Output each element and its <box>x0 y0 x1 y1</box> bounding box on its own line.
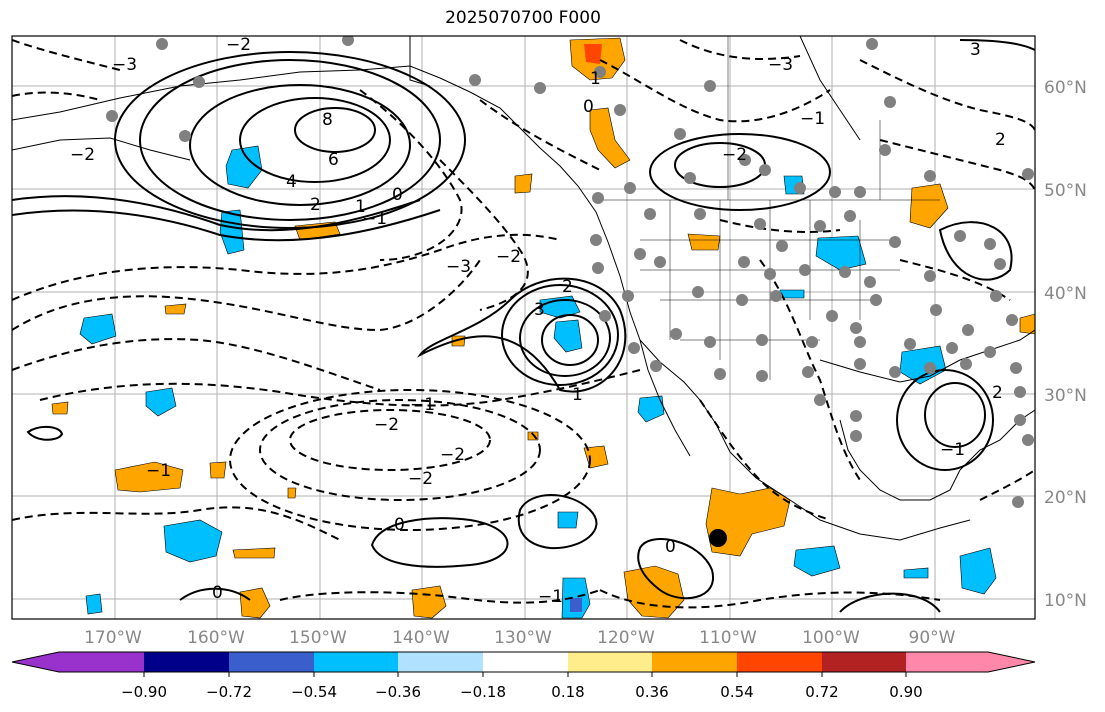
contours-positive <box>12 39 1035 613</box>
contour-label: −2 <box>226 35 251 55</box>
lon-label: 130°W <box>494 628 552 648</box>
strong-positive-patch <box>584 44 602 64</box>
contour-label: 3 <box>534 300 545 320</box>
contour-label: 1 <box>355 197 366 217</box>
lon-label: 120°W <box>597 628 655 648</box>
contour-label: −3 <box>768 55 793 75</box>
colorbar-tick-label: −0.72 <box>206 683 252 701</box>
colorbar: −0.90 −0.72 −0.54 −0.36 −0.18 0.18 0.36 … <box>11 651 1036 701</box>
contour-label: 0 <box>665 537 676 557</box>
negative-anomaly-patches <box>79 145 997 619</box>
contour-label: 0 <box>392 185 403 205</box>
contour-label: −1 <box>146 461 171 481</box>
contours-negative <box>12 39 1035 609</box>
storm-center-marker <box>709 529 727 547</box>
state-borders <box>600 36 940 380</box>
lat-label: 10°N <box>1044 591 1087 611</box>
contour-label: 8 <box>322 110 333 130</box>
colorbar-tick-label: 0.18 <box>551 683 584 701</box>
colorbar-tick-label: 0.36 <box>635 683 668 701</box>
lat-label: 20°N <box>1044 488 1087 508</box>
contour-label: 4 <box>286 172 297 192</box>
longitude-labels: 170°W 160°W 150°W 140°W 130°W 120°W 110°… <box>84 628 956 648</box>
colorbar-segment <box>59 652 144 672</box>
colorbar-tick-label: −0.90 <box>121 683 167 701</box>
contour-label: 2 <box>992 383 1003 403</box>
colorbar-segment <box>652 652 737 672</box>
contour-label: 1 <box>572 385 583 405</box>
contour-label: −2 <box>70 145 95 165</box>
colorbar-segment <box>12 652 59 672</box>
colorbar-segment <box>314 652 398 672</box>
lat-label: 40°N <box>1044 284 1087 304</box>
contour-label: −1 <box>800 109 825 129</box>
colorbar-ticks <box>143 672 907 677</box>
lon-label: 110°W <box>699 628 757 648</box>
contour-label: 2 <box>562 277 573 297</box>
lat-label: 60°N <box>1044 78 1087 98</box>
colorbar-segment <box>144 652 229 672</box>
contour-label: −2 <box>440 445 465 465</box>
contour-label: −2 <box>722 145 747 165</box>
colorbar-tick-label: 0.72 <box>805 683 838 701</box>
colorbar-tick-label: 0.90 <box>889 683 922 701</box>
colorbar-segment <box>483 652 568 672</box>
lat-label: 50°N <box>1044 181 1087 201</box>
contour-label: −2 <box>408 469 433 489</box>
map-title: 2025070700 F000 <box>445 8 601 28</box>
colorbar-segment <box>822 652 906 672</box>
lon-label: 150°W <box>289 628 347 648</box>
contour-label: −3 <box>112 55 137 75</box>
contour-label: 0 <box>212 583 223 603</box>
lon-label: 100°W <box>802 628 860 648</box>
latitude-labels: 60°N 50°N 40°N 30°N 20°N 10°N <box>1044 78 1087 611</box>
lon-label: 140°W <box>392 628 450 648</box>
contour-label: −3 <box>446 257 471 277</box>
lon-label: 170°W <box>84 628 142 648</box>
contour-label: 1 <box>590 69 601 89</box>
colorbar-segment <box>229 652 314 672</box>
contour-label: −1 <box>538 587 563 607</box>
contour-label: 2 <box>310 195 321 215</box>
contour-label: 3 <box>970 40 981 60</box>
contour-label: −1 <box>362 209 387 229</box>
lat-label: 30°N <box>1044 386 1087 406</box>
lon-label: 90°W <box>909 628 956 648</box>
contour-label: −1 <box>410 395 435 415</box>
colorbar-tick-label: −0.54 <box>291 683 337 701</box>
contour-label: −2 <box>496 247 521 267</box>
contour-label: −1 <box>940 440 965 460</box>
station-markers <box>106 36 1034 508</box>
map-frame <box>11 35 1036 620</box>
contour-label: 2 <box>995 130 1006 150</box>
colorbar-tick-label: 0.54 <box>720 683 753 701</box>
contour-labels: 8 6 4 2 1 0 −1 −2 −3 −1 −2 2 3 1 −2 −2 −… <box>70 35 1006 607</box>
contour-label: 6 <box>328 150 339 170</box>
strong-negative-patch <box>570 598 582 612</box>
colorbar-segment <box>988 652 1035 672</box>
contour-label: −2 <box>374 415 399 435</box>
positive-anomaly-patches <box>51 37 1035 619</box>
colorbar-outline <box>11 651 1036 673</box>
colorbar-tick-label: −0.18 <box>460 683 506 701</box>
coastlines <box>12 36 1035 541</box>
colorbar-segment <box>398 652 483 672</box>
colorbar-segment <box>737 652 822 672</box>
contour-label: 0 <box>394 515 405 535</box>
contour-label: 0 <box>583 97 594 117</box>
colorbar-tick-label: −0.36 <box>375 683 421 701</box>
colorbar-segment <box>906 652 988 672</box>
lon-label: 160°W <box>187 628 245 648</box>
colorbar-segment <box>568 652 652 672</box>
